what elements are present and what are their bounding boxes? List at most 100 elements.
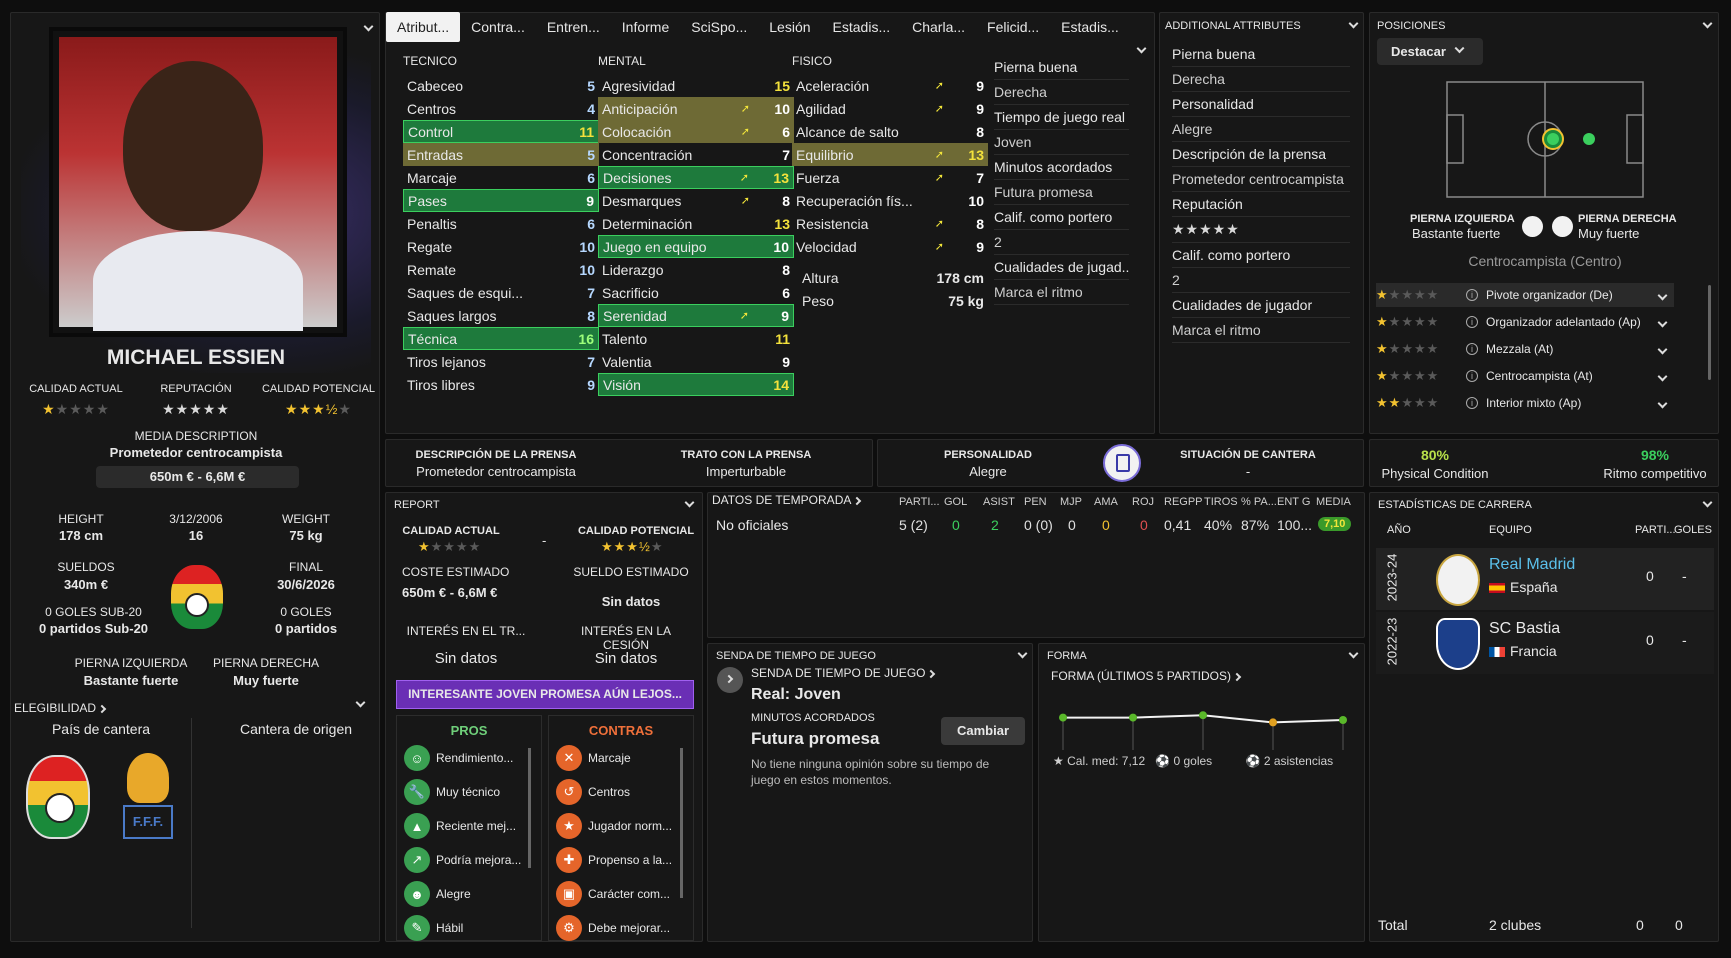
tab-1[interactable]: Contra... — [471, 19, 525, 35]
role-row[interactable]: ★★★★★ i Mezzala (At) — [1376, 337, 1674, 361]
tecnico-attribute-row[interactable]: Saques de esqui... 7 — [403, 281, 599, 304]
elegibilidad-chevron[interactable] — [355, 697, 366, 708]
contra-item[interactable]: ★ Jugador norm... — [556, 811, 672, 841]
tecnico-attribute-row[interactable]: Pases 9 — [403, 189, 599, 212]
mental-attribute-row[interactable]: Sacrificio 6 — [598, 281, 794, 304]
destacar-button[interactable]: Destacar — [1377, 38, 1483, 65]
forma-chevron[interactable] — [1348, 648, 1359, 659]
tecnico-attribute-row[interactable]: Entradas 5 — [403, 143, 599, 166]
tab-6[interactable]: Estadis... — [832, 19, 891, 35]
contra-item[interactable]: ✕ Marcaje — [556, 743, 631, 773]
calidad-actual-stars: ★★★★★ — [42, 401, 110, 417]
season-title[interactable]: DATOS DE TEMPORADA — [712, 493, 862, 507]
chevron-down-icon[interactable] — [1657, 317, 1668, 327]
fisico-attribute-row[interactable]: Aceleración ➚ 9 — [792, 74, 988, 97]
contra-item[interactable]: ✚ Propenso a la... — [556, 845, 672, 875]
career-team[interactable]: SC Bastia — [1489, 620, 1561, 637]
fisico-attribute-row[interactable]: Velocidad ➚ 9 — [792, 235, 988, 258]
fisico-attribute-row[interactable]: Resistencia ➚ 8 — [792, 212, 988, 235]
tecnico-attribute-row[interactable]: Tiros libres 9 — [403, 373, 599, 396]
info-icon[interactable]: i — [1466, 370, 1478, 382]
mental-attribute-row[interactable]: Anticipación ➚ 10 — [598, 97, 794, 120]
positions-chevron[interactable] — [1702, 18, 1713, 29]
info-icon[interactable]: i — [1466, 316, 1478, 328]
pro-item[interactable]: ↗ Podría mejora... — [404, 845, 521, 875]
mental-attribute-row[interactable]: Visión 14 — [598, 373, 794, 396]
role-row[interactable]: ★★★★★ i Interior mixto (Ap) — [1376, 391, 1674, 415]
mental-attribute-row[interactable]: Valentia 9 — [598, 350, 794, 373]
mental-attribute-row[interactable]: Colocación ➚ 6 — [598, 120, 794, 143]
senda-nav-icon[interactable] — [717, 667, 743, 693]
career-row[interactable]: 2022-23 SC Bastia Francia 0 - — [1376, 612, 1714, 674]
tab-8[interactable]: Felicid... — [987, 19, 1040, 35]
mental-attribute-row[interactable]: Agresividad 15 — [598, 74, 794, 97]
contra-item[interactable]: ↺ Centros — [556, 777, 630, 807]
contra-item[interactable]: ⚙ Debe mejorar... — [556, 913, 670, 943]
mental-attribute-row[interactable]: Talento 11 — [598, 327, 794, 350]
info-icon[interactable]: i — [1466, 343, 1478, 355]
tecnico-attribute-row[interactable]: Marcaje 6 — [403, 166, 599, 189]
fisico-attribute-row[interactable]: Fuerza ➚ 7 — [792, 166, 988, 189]
mental-attribute-row[interactable]: Decisiones ➚ 13 — [598, 166, 794, 189]
roles-scrollbar[interactable] — [1708, 285, 1711, 380]
fisico-attribute-row[interactable]: Recuperación fís... 10 — [792, 189, 988, 212]
pro-item[interactable]: 🔧 Muy técnico — [404, 777, 500, 807]
mental-attribute-row[interactable]: Desmarques ➚ 8 — [598, 189, 794, 212]
tab-0[interactable]: Atribut... — [386, 12, 461, 42]
mental-attribute-row[interactable]: Determinación 13 — [598, 212, 794, 235]
pros-scrollbar[interactable] — [528, 748, 531, 868]
tab-5[interactable]: Lesión — [769, 19, 811, 35]
tecnico-attribute-row[interactable]: Control 11 — [403, 120, 599, 143]
contras-scrollbar[interactable] — [680, 748, 683, 898]
attribute-name: Recuperación fís... — [796, 192, 913, 209]
tecnico-attribute-row[interactable]: Centros 4 — [403, 97, 599, 120]
elegibilidad-header[interactable]: ELEGIBILIDAD — [14, 701, 107, 715]
career-chevron[interactable] — [1702, 497, 1713, 508]
senda-link[interactable]: SENDA DE TIEMPO DE JUEGO — [751, 666, 936, 680]
mental-attribute-row[interactable]: Juego en equipo 10 — [598, 235, 794, 258]
tab-2[interactable]: Entren... — [546, 19, 600, 35]
mental-attribute-row[interactable]: Concentración 7 — [598, 143, 794, 166]
tab-9[interactable]: Estadis... — [1061, 19, 1119, 35]
player-menu-chevron[interactable] — [363, 21, 374, 32]
tecnico-attribute-row[interactable]: Regate 10 — [403, 235, 599, 258]
report-banner[interactable]: INTERESANTE JOVEN PROMESA AÚN LEJOS... — [396, 680, 694, 709]
info-icon[interactable]: i — [1466, 289, 1478, 301]
senda-chevron[interactable] — [1017, 648, 1028, 659]
forma-subtitle[interactable]: FORMA (ÚLTIMOS 5 PARTIDOS) — [1051, 669, 1242, 683]
chevron-down-icon[interactable] — [1657, 344, 1668, 354]
contra-item[interactable]: ▣ Carácter com... — [556, 879, 670, 909]
tecnico-attribute-row[interactable]: Remate 10 — [403, 258, 599, 281]
desc-prensa-label: DESCRIPCIÓN DE LA PRENSA — [415, 449, 577, 461]
role-row[interactable]: ★★★★★ i Centrocampista (At) — [1376, 364, 1674, 388]
chevron-down-icon[interactable] — [1657, 398, 1668, 408]
tecnico-attribute-row[interactable]: Tiros lejanos 7 — [403, 350, 599, 373]
info-icon[interactable]: i — [1466, 397, 1478, 409]
tab-7[interactable]: Charla... — [912, 19, 966, 35]
tecnico-attribute-row[interactable]: Penaltis 6 — [403, 212, 599, 235]
role-row[interactable]: ★★★★★ i Organizador adelantado (Ap) — [1376, 310, 1674, 334]
cambiar-button[interactable]: Cambiar — [941, 717, 1025, 745]
cantera-origen-label: Cantera de origen — [239, 721, 353, 737]
pro-item[interactable]: ✎ Hábil — [404, 913, 463, 943]
tecnico-attribute-row[interactable]: Cabeceo 5 — [403, 74, 599, 97]
fisico-attribute-row[interactable]: Equilibrio ➚ 13 — [792, 143, 988, 166]
pro-item[interactable]: ▲ Reciente mej... — [404, 811, 516, 841]
tab-3[interactable]: Informe — [621, 19, 670, 35]
tab-4[interactable]: SciSpo... — [691, 19, 748, 35]
fisico-attribute-row[interactable]: Agilidad ➚ 9 — [792, 97, 988, 120]
tecnico-attribute-row[interactable]: Técnica 16 — [403, 327, 599, 350]
role-row[interactable]: ★★★★★ i Pivote organizador (De) — [1376, 283, 1674, 307]
pro-item[interactable]: ☻ Alegre — [404, 879, 471, 909]
chevron-down-icon[interactable] — [1657, 371, 1668, 381]
tecnico-attribute-row[interactable]: Saques largos 8 — [403, 304, 599, 327]
career-team[interactable]: Real Madrid — [1489, 556, 1576, 573]
pro-item[interactable]: ☺ Rendimiento... — [404, 743, 513, 773]
mental-attribute-row[interactable]: Liderazgo 8 — [598, 258, 794, 281]
career-row[interactable]: 2023-24 Real Madrid España 0 - — [1376, 548, 1714, 610]
chevron-down-icon[interactable] — [1657, 290, 1668, 300]
mental-attribute-row[interactable]: Serenidad ➚ 9 — [598, 304, 794, 327]
report-chevron[interactable] — [684, 497, 695, 508]
fisico-attribute-row[interactable]: Alcance de salto 8 — [792, 120, 988, 143]
additional-chevron[interactable] — [1348, 18, 1359, 29]
